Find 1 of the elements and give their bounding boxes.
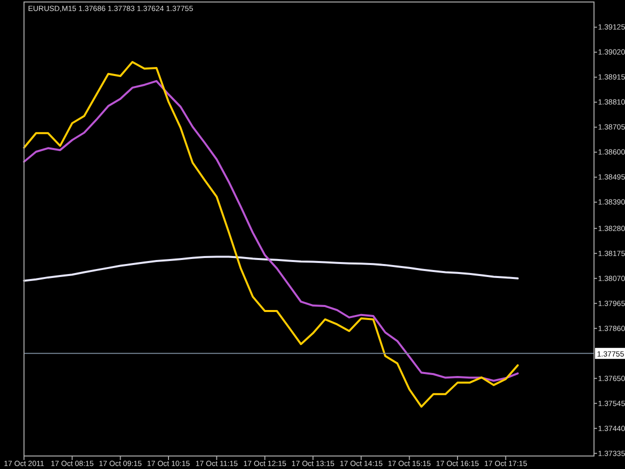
line-series (23, 256, 519, 282)
